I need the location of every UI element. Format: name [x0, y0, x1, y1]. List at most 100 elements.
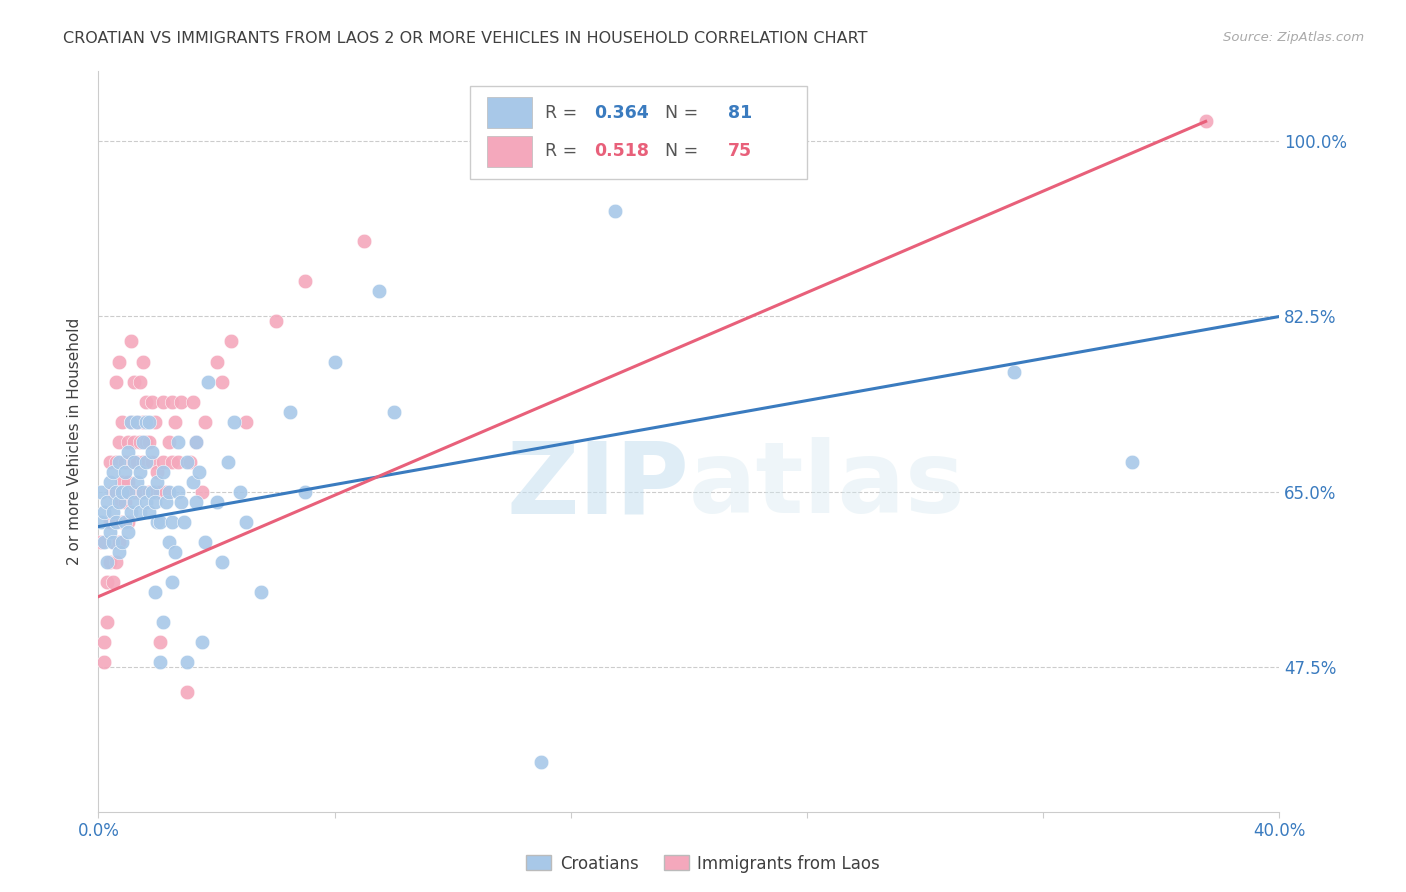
Point — [149, 515, 172, 529]
Point — [294, 484, 316, 499]
Point — [122, 434, 145, 449]
Point — [235, 515, 257, 529]
Text: N =: N = — [654, 103, 703, 122]
Point — [176, 684, 198, 698]
Point — [152, 615, 174, 629]
Point — [146, 475, 169, 489]
Point — [143, 584, 166, 599]
Point — [93, 634, 115, 648]
Point — [152, 394, 174, 409]
Point — [167, 434, 190, 449]
Point — [108, 434, 131, 449]
Point — [235, 415, 257, 429]
Point — [382, 404, 405, 418]
Point — [157, 534, 180, 549]
Point — [157, 484, 180, 499]
Point — [120, 415, 142, 429]
Point — [167, 484, 190, 499]
Point — [217, 454, 239, 468]
Point — [114, 465, 136, 479]
Point — [229, 484, 252, 499]
Point — [138, 434, 160, 449]
Point — [111, 475, 134, 489]
Point — [165, 544, 187, 558]
Point — [205, 494, 228, 508]
Point — [128, 484, 150, 499]
Point — [224, 415, 246, 429]
Point — [149, 634, 172, 648]
Point — [111, 415, 134, 429]
Point — [103, 534, 125, 549]
Legend: Croatians, Immigrants from Laos: Croatians, Immigrants from Laos — [520, 848, 886, 880]
Point — [98, 515, 121, 529]
FancyBboxPatch shape — [486, 97, 531, 128]
Point — [294, 275, 316, 289]
Point — [173, 515, 195, 529]
Point — [132, 484, 155, 499]
Point — [221, 334, 243, 349]
Point — [105, 484, 128, 499]
Point — [135, 434, 157, 449]
Point — [120, 334, 142, 349]
Point — [111, 484, 134, 499]
Point — [141, 484, 163, 499]
Point — [176, 454, 198, 468]
Point — [125, 415, 148, 429]
Point — [152, 465, 174, 479]
Point — [368, 285, 391, 299]
Point — [90, 484, 112, 499]
Point — [152, 454, 174, 468]
Point — [146, 515, 169, 529]
Point — [103, 534, 125, 549]
Point — [132, 415, 155, 429]
Point — [90, 515, 112, 529]
Point — [155, 484, 177, 499]
Point — [184, 494, 207, 508]
Point — [114, 494, 136, 508]
Point — [194, 534, 217, 549]
Point — [1195, 114, 1218, 128]
Point — [1121, 454, 1143, 468]
Point — [170, 494, 193, 508]
Point — [132, 354, 155, 368]
Point — [132, 454, 155, 468]
Point — [108, 494, 131, 508]
Point — [162, 574, 183, 589]
Text: 0.364: 0.364 — [595, 103, 650, 122]
Point — [280, 404, 302, 418]
Point — [143, 484, 166, 499]
Point — [191, 634, 214, 648]
Point — [117, 515, 139, 529]
Point — [105, 375, 128, 389]
Point — [162, 515, 183, 529]
Point — [105, 515, 128, 529]
Point — [122, 494, 145, 508]
Point — [108, 454, 131, 468]
Point — [146, 465, 169, 479]
Point — [138, 505, 160, 519]
Point — [117, 434, 139, 449]
Point — [162, 454, 183, 468]
Point — [103, 574, 125, 589]
Text: 81: 81 — [728, 103, 752, 122]
Point — [170, 394, 193, 409]
Point — [157, 434, 180, 449]
Text: R =: R = — [546, 143, 582, 161]
Point — [141, 454, 163, 468]
Point — [98, 475, 121, 489]
Point — [138, 484, 160, 499]
Point — [187, 465, 209, 479]
FancyBboxPatch shape — [486, 136, 531, 167]
Point — [103, 484, 125, 499]
Point — [93, 505, 115, 519]
Point — [176, 655, 198, 669]
Text: N =: N = — [654, 143, 703, 161]
Point — [98, 454, 121, 468]
Point — [191, 484, 214, 499]
Point — [125, 475, 148, 489]
Point — [128, 375, 150, 389]
Point — [108, 534, 131, 549]
Point — [141, 394, 163, 409]
Point — [197, 375, 219, 389]
Point — [125, 454, 148, 468]
